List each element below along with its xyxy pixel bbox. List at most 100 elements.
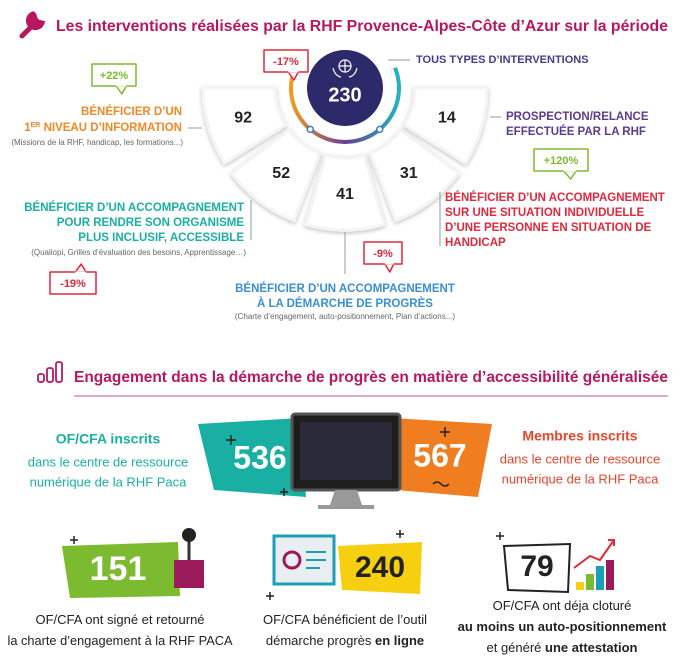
segment-value: 14 bbox=[438, 109, 456, 126]
segment-value: 92 bbox=[234, 109, 252, 126]
gear-icon bbox=[282, 550, 302, 570]
banner bbox=[392, 418, 492, 497]
decor bbox=[70, 536, 78, 544]
stat-title: OF/CFA inscrits bbox=[56, 431, 161, 447]
decor bbox=[280, 488, 288, 496]
banner bbox=[198, 418, 306, 497]
total-value: 230 bbox=[328, 84, 361, 106]
joystick-ball bbox=[182, 528, 196, 542]
item-label: BÉNÉFICIER D’UN ACCOMPAGNEMENT bbox=[445, 191, 665, 204]
item-label: BÉNÉFICIER D’UN ACCOMPAGNEMENT bbox=[24, 201, 244, 214]
item-label: HANDICAP bbox=[445, 237, 506, 249]
text-run: au moins un auto-positionnement bbox=[458, 619, 667, 634]
chart-bar bbox=[606, 560, 614, 590]
monitor-content bbox=[300, 422, 392, 480]
text-run: OF/CFA bénéficient de l’outil bbox=[263, 612, 427, 627]
text-run: démarche progrès bbox=[266, 633, 375, 648]
stat-value: 151 bbox=[90, 550, 147, 588]
segment bbox=[402, 86, 489, 165]
chart-bar bbox=[586, 574, 594, 590]
item-label: POUR RENDRE SON ORGANISME bbox=[57, 217, 245, 229]
item-label: EFFECTUÉE PAR LA RHF bbox=[506, 125, 646, 138]
chart-arrow bbox=[573, 539, 615, 569]
callout-value: -9% bbox=[373, 248, 393, 260]
text-run: OF/CFA ont déja cloturé bbox=[493, 598, 632, 613]
decor bbox=[266, 530, 404, 600]
stat-text: et généré une attestation bbox=[486, 640, 637, 655]
arc-dot bbox=[375, 125, 384, 134]
text-run: OF/CFA ont signé et retourné bbox=[35, 612, 204, 627]
decor bbox=[440, 427, 450, 437]
section-title: Engagement dans la démarche de progrès e… bbox=[74, 369, 668, 386]
stat-value: 536 bbox=[233, 439, 286, 475]
text-run: 1 bbox=[24, 122, 31, 134]
value-box bbox=[338, 542, 422, 594]
segment-value: 41 bbox=[336, 186, 354, 203]
segment bbox=[368, 128, 460, 223]
chart-bar bbox=[576, 582, 584, 590]
segment bbox=[230, 128, 322, 223]
section-title: Les interventions réalisées par la RHF P… bbox=[56, 18, 668, 35]
joystick bbox=[174, 560, 204, 588]
stat-text: numérique de la RHF Paca bbox=[30, 474, 188, 489]
item-label: À LA DÉMARCHE DE PROGRÈS bbox=[257, 297, 433, 310]
stat-text: OF/CFA bénéficient de l’outil bbox=[263, 612, 427, 627]
text-run: NIVEAU D’INFORMATION bbox=[40, 122, 182, 134]
item-note: (Charte d’engagement, auto-positionnemen… bbox=[235, 312, 455, 321]
screen-lines bbox=[306, 551, 326, 569]
progress-arc bbox=[289, 67, 401, 144]
callout-mask bbox=[384, 263, 394, 265]
bars-icon bbox=[46, 367, 54, 383]
stat-text: dans le centre de ressource bbox=[28, 454, 188, 469]
segment bbox=[201, 86, 288, 165]
callout-value: +22% bbox=[100, 70, 129, 82]
stat-text: OF/CFA ont déja cloturé bbox=[493, 598, 632, 613]
callout-mask bbox=[288, 71, 299, 73]
text-run: et généré bbox=[486, 640, 545, 655]
decor bbox=[496, 532, 504, 540]
wrench-icon bbox=[19, 11, 46, 39]
stat-text: au moins un auto-positionnement bbox=[458, 619, 667, 634]
bars-icon bbox=[37, 373, 45, 383]
item-note: (Missions de la RHF, handicap, les forma… bbox=[11, 138, 183, 147]
stat-text: OF/CFA ont signé et retourné bbox=[35, 612, 204, 627]
callout-mask bbox=[75, 271, 86, 273]
item-label: SUR UNE SITUATION INDIVIDUELLE bbox=[445, 207, 644, 219]
stat-value: 79 bbox=[520, 550, 553, 583]
total-label: TOUS TYPES D’INTERVENTIONS bbox=[416, 54, 589, 66]
text-run: une attestation bbox=[545, 640, 638, 655]
segment-value: 52 bbox=[272, 165, 290, 182]
callout-value: -19% bbox=[60, 278, 86, 290]
stat-value: 240 bbox=[355, 551, 405, 584]
stat-text: démarche progrès en ligne bbox=[266, 633, 424, 648]
item-label: PLUS INCLUSIF, ACCESSIBLE bbox=[78, 232, 244, 244]
hands-icon bbox=[332, 60, 358, 78]
callout-mask bbox=[116, 85, 127, 87]
text-run: la charte d’engagement à la RHF PACA bbox=[8, 633, 233, 648]
segment-value: 31 bbox=[400, 165, 418, 182]
total-circle bbox=[307, 50, 383, 126]
item-note: (Qualiopi, Grilles d’évaluation des beso… bbox=[31, 248, 246, 257]
value-box bbox=[62, 542, 180, 598]
item-label: BÉNÉFICIER D’UN bbox=[81, 105, 182, 118]
callout-value: -17% bbox=[273, 56, 299, 68]
item-label: D’UNE PERSONNE EN SITUATION DE bbox=[445, 222, 651, 234]
text-run: ER bbox=[31, 122, 41, 129]
stat-text: dans le centre de ressource bbox=[500, 451, 660, 466]
item-label: BÉNÉFICIER D’UN ACCOMPAGNEMENT bbox=[235, 282, 455, 295]
text-run: en ligne bbox=[375, 633, 424, 648]
stat-text: numérique de la RHF Paca bbox=[502, 471, 660, 486]
item-label: PROSPECTION/RELANCE bbox=[506, 111, 649, 123]
callout-value: +120% bbox=[544, 155, 579, 167]
item-label: 1ER NIVEAU D’INFORMATION bbox=[24, 122, 182, 134]
decor bbox=[432, 481, 450, 487]
chart-bar bbox=[596, 566, 604, 590]
monitor-stand bbox=[318, 490, 374, 509]
callout-mask bbox=[563, 170, 577, 172]
stat-text: la charte d’engagement à la RHF PACA bbox=[8, 633, 233, 648]
stat-value: 567 bbox=[413, 437, 466, 473]
decor bbox=[226, 435, 236, 445]
